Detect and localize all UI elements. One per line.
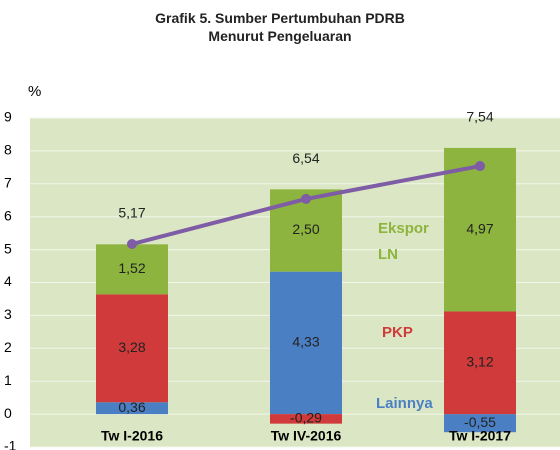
value-label: 3,28 (118, 339, 145, 355)
chart-title: Menurut Pengeluaran (208, 28, 352, 44)
total-label: 5,17 (118, 205, 145, 221)
bar-segment (444, 311, 516, 415)
x-tick-label: Tw I-2017 (449, 428, 511, 444)
total-point (301, 193, 311, 204)
y-tick-label: 1 (4, 372, 12, 388)
value-label: 3,12 (466, 353, 493, 369)
value-label: 4,97 (466, 220, 493, 236)
bar-segment (96, 244, 168, 295)
value-label: 2,50 (292, 221, 319, 237)
x-tick-label: Tw I-2016 (101, 428, 163, 444)
y-tick-label: 2 (4, 339, 12, 355)
value-label: 1,52 (118, 260, 145, 276)
total-label: 6,54 (292, 150, 319, 166)
y-tick-label: 9 (4, 109, 12, 125)
total-point (475, 161, 485, 172)
bar-segment (270, 271, 342, 415)
value-label: 4,33 (292, 334, 319, 350)
value-label: -0,29 (290, 410, 322, 426)
bar-segment (444, 147, 516, 312)
y-tick-label: 8 (4, 142, 12, 158)
y-tick-label: 5 (4, 240, 12, 256)
bar-segment (270, 414, 342, 424)
y-tick-label: 4 (4, 273, 12, 289)
series-label: Ekspor LN (378, 220, 429, 263)
bar-segment (96, 402, 168, 415)
total-label: 7,54 (466, 109, 493, 125)
bar-segment (444, 414, 516, 433)
y-tick-label: 3 (4, 306, 12, 322)
y-tick-label: 7 (4, 175, 12, 191)
bar-segment (96, 294, 168, 403)
y-tick-label: 6 (4, 207, 12, 223)
value-label: -0,55 (464, 414, 496, 430)
y-tick-label: 0 (4, 405, 12, 421)
y-axis-label: % (28, 83, 41, 100)
chart-title: Grafik 5. Sumber Pertumbuhan PDRB (155, 10, 405, 26)
total-point (127, 239, 137, 250)
value-label: 0,36 (118, 399, 145, 415)
series-label: Lainnya (376, 395, 433, 412)
y-tick-label: -1 (4, 438, 17, 450)
series-label: PKP (382, 324, 413, 341)
x-tick-label: Tw IV-2016 (271, 428, 342, 444)
